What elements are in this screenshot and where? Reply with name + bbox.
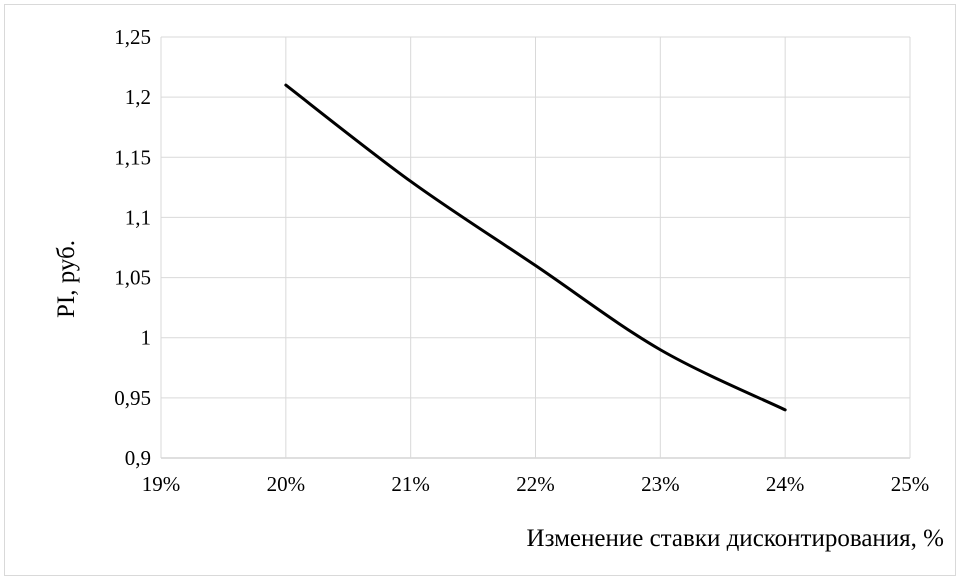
- y-tick-label: 1,15: [114, 145, 151, 169]
- y-tick-label: 1,2: [125, 85, 151, 109]
- y-tick-label: 1: [141, 326, 152, 350]
- x-tick-label: 24%: [766, 472, 805, 496]
- gridlines: [160, 36, 911, 459]
- y-axis-label: PI, руб.: [53, 240, 80, 318]
- x-tick-label: 19%: [142, 472, 181, 496]
- y-tick-label: 1,1: [125, 205, 151, 229]
- x-tick-label: 25%: [891, 472, 930, 496]
- chart-frame: [4, 4, 956, 576]
- x-tick-label: 21%: [391, 472, 430, 496]
- series-line: [284, 83, 787, 412]
- y-tick-label: 1,05: [114, 266, 151, 290]
- y-tick-label: 1,25: [114, 25, 151, 49]
- series-layer: [284, 83, 787, 412]
- y-tick-labels: 0,9 0,95 1 1,05 1,1 1,15 1,2 1,25: [114, 25, 151, 470]
- x-tick-label: 22%: [516, 472, 555, 496]
- x-tick-labels: 19% 20% 21% 22% 23% 24% 25%: [142, 472, 930, 496]
- x-tick-label: 20%: [267, 472, 306, 496]
- y-tick-label: 0,9: [125, 446, 151, 470]
- x-axis-label: Изменение ставки дисконтирования, %: [527, 525, 944, 552]
- y-tick-label: 0,95: [114, 386, 151, 410]
- x-tick-label: 23%: [641, 472, 680, 496]
